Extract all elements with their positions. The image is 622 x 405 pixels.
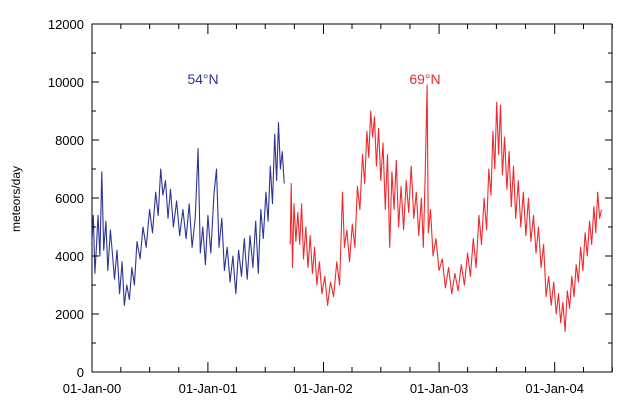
y-tick-label: 10000 [48, 75, 84, 90]
x-axis: 01-Jan-00 01-Jan-01 01-Jan-02 01-Jan-03 01-J… [63, 24, 613, 396]
series-label-1: 69°N [409, 71, 440, 87]
y-axis: 0 2000 4000 6000 8000 10000 12000 [48, 17, 612, 380]
x-tick-label: 01-Jan-01 [179, 381, 238, 396]
x-tick-label: 01-Jan-03 [410, 381, 469, 396]
y-tick-label: 8000 [55, 133, 84, 148]
y-tick-label: 0 [77, 365, 84, 380]
series-layer [92, 84, 603, 332]
series-labels: 54°N 69°N [187, 71, 440, 87]
x-tick-label: 01-Jan-00 [63, 381, 122, 396]
series-label-0: 54°N [187, 71, 218, 87]
y-tick-label: 4000 [55, 249, 84, 264]
y-axis-title: meteors/day [9, 166, 23, 232]
series-line-0 [92, 122, 285, 306]
x-tick-label: 01-Jan-04 [525, 381, 584, 396]
x-tick-label: 01-Jan-02 [294, 381, 353, 396]
y-tick-label: 2000 [55, 307, 84, 322]
y-tick-label: 6000 [55, 191, 84, 206]
series-line-1 [289, 84, 603, 332]
y-tick-label: 12000 [48, 17, 84, 32]
plot-area [91, 23, 613, 373]
